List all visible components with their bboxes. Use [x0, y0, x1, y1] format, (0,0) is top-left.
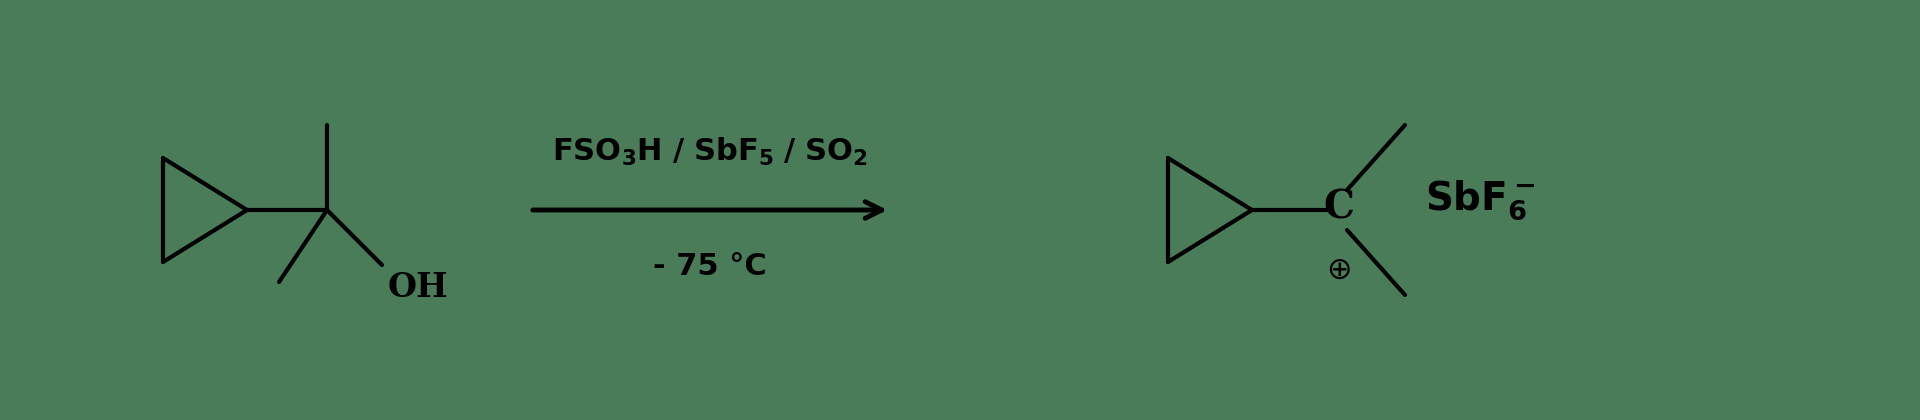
Text: - 75 °C: - 75 °C: [653, 252, 766, 281]
Text: $\mathbf{SbF_6^-}$: $\mathbf{SbF_6^-}$: [1425, 178, 1534, 222]
Text: $\mathbf{FSO_3H\ /\ SbF_5\ /\ SO_2}$: $\mathbf{FSO_3H\ /\ SbF_5\ /\ SO_2}$: [551, 136, 868, 168]
Text: C: C: [1323, 188, 1354, 226]
Text: ⊕: ⊕: [1327, 255, 1352, 284]
Text: OH: OH: [388, 271, 449, 304]
